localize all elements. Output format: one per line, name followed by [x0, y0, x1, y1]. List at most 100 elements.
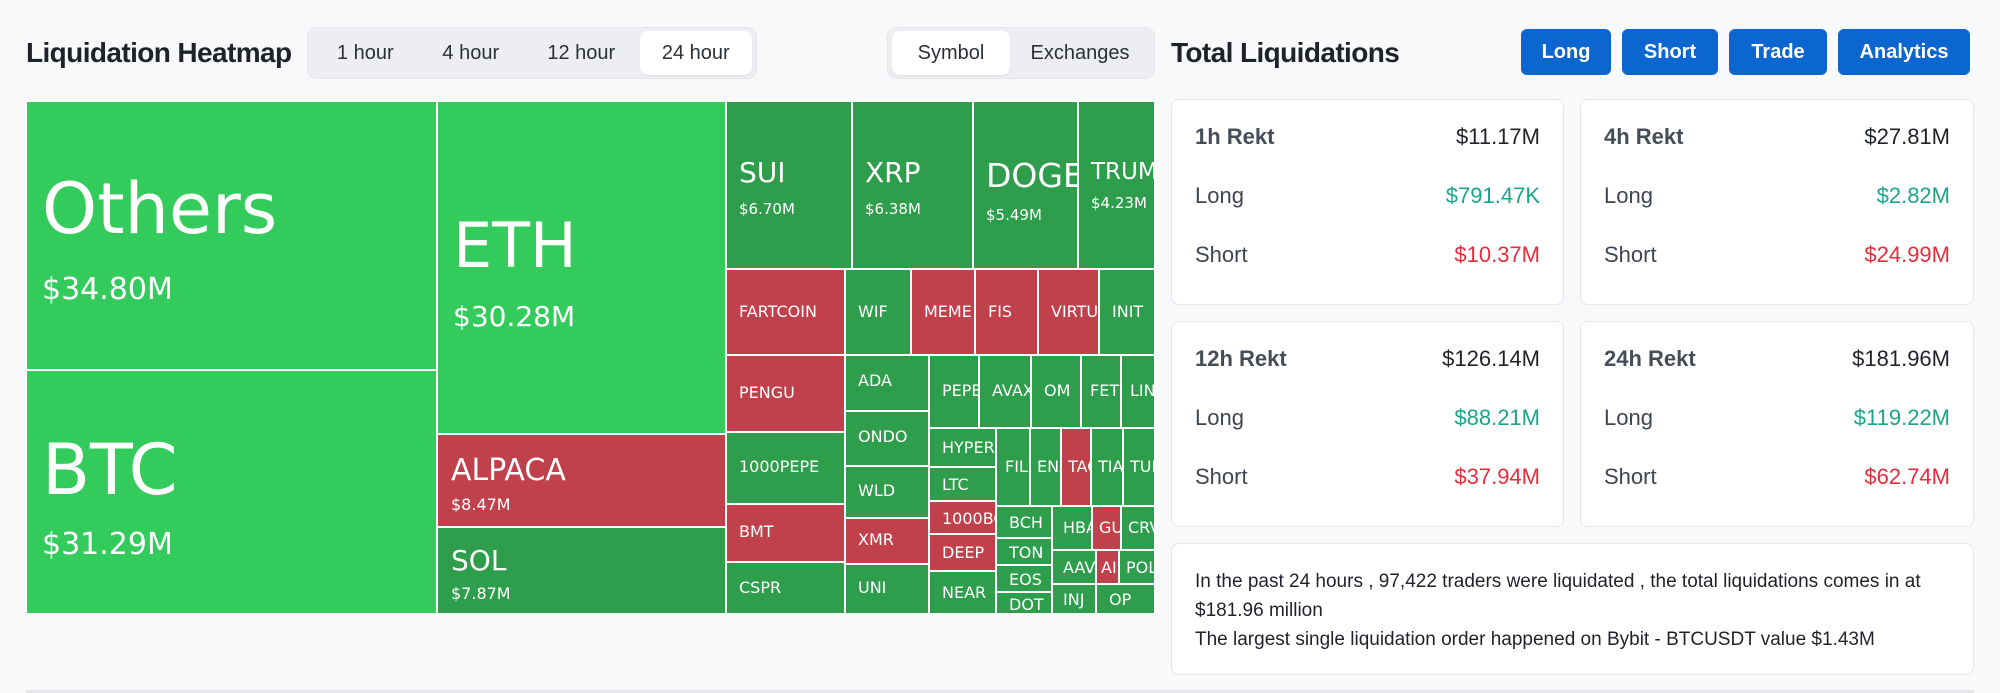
treemap-tile-ai16z[interactable]: AI16Z [1096, 550, 1119, 584]
short-label: Short [1604, 464, 1657, 489]
treemap-tile-crv[interactable]: CRV [1121, 506, 1155, 550]
treemap-tile-pol[interactable]: POL [1119, 550, 1155, 584]
card-total: $27.81M [1864, 124, 1950, 149]
tab-1-hour[interactable]: 1 hour [336, 41, 394, 64]
treemap-tile-sui[interactable]: SUI $6.70M [726, 101, 852, 269]
treemap-tile-wif[interactable]: WIF [845, 269, 911, 355]
tile-symbol: WIF [858, 302, 888, 321]
treemap-tile-tao[interactable]: TAO [1061, 428, 1091, 506]
treemap-tile-pengu[interactable]: PENGU [726, 355, 845, 432]
treemap-tile-xmr[interactable]: XMR [845, 518, 929, 564]
short-button[interactable]: Short [1622, 29, 1718, 75]
tile-symbol: FET [1090, 381, 1120, 400]
tile-symbol: TAO [1068, 457, 1090, 476]
treemap-tile-btc[interactable]: BTC $31.29M [26, 370, 437, 614]
treemap-tile-eth[interactable]: ETH $30.28M [437, 101, 726, 434]
treemap-tile-tia[interactable]: TIA [1091, 428, 1123, 506]
treemap-tile-trump[interactable]: TRUMP $4.23M [1078, 101, 1155, 269]
tile-symbol: DEEP [942, 543, 985, 562]
long-label: Long [1604, 183, 1653, 208]
tab-4-hour[interactable]: 4 hour [442, 41, 500, 64]
treemap-tile-op[interactable]: OP [1096, 584, 1155, 614]
treemap-tile-sol[interactable]: SOL $7.87M [437, 527, 726, 614]
tile-symbol: TURBO [1130, 457, 1154, 476]
treemap-tile-fis[interactable]: FIS [975, 269, 1038, 355]
treemap-tile-1000pepe[interactable]: 1000PEPE [726, 432, 845, 504]
treemap-tile-dot[interactable]: DOT [996, 592, 1052, 614]
treemap-tile-ada[interactable]: ADA [845, 355, 929, 411]
short-value: $24.99M [1864, 242, 1950, 267]
treemap-tile-meme[interactable]: MEME [911, 269, 975, 355]
tile-symbol: OP [1109, 590, 1132, 609]
tab-24-hour[interactable]: 24 hour [639, 31, 752, 75]
tile-symbol: XRP [865, 156, 921, 189]
treemap-tile-aave[interactable]: AAVE [1052, 550, 1096, 584]
long-value: $2.82M [1876, 183, 1950, 208]
tile-symbol: EOS [1009, 570, 1042, 589]
treemap-tile-wld[interactable]: WLD [845, 466, 929, 518]
treemap-tile-bch[interactable]: BCH [996, 506, 1052, 538]
treemap-tile-1000bonk[interactable]: 1000BONK [929, 501, 996, 534]
treemap-tile-uni[interactable]: UNI [845, 564, 929, 614]
treemap-tile-avax[interactable]: AVAX [979, 355, 1031, 428]
summary-text: In the past 24 hours , 97,422 traders we… [1195, 571, 1921, 621]
treemap-tile-fet[interactable]: FET [1081, 355, 1121, 428]
treemap-tile-fartcoin[interactable]: FARTCOIN [726, 269, 845, 355]
tile-symbol: LTC [942, 475, 969, 494]
group-by-selector: Symbol Exchanges [887, 27, 1155, 79]
treemap-tile-xrp[interactable]: XRP $6.38M [852, 101, 973, 269]
tile-value: $6.70M [739, 200, 795, 218]
long-label: Long [1604, 405, 1653, 430]
treemap-tile-ltc[interactable]: LTC [929, 467, 996, 501]
treemap-tile-doge[interactable]: DOGE $5.49M [973, 101, 1078, 269]
tab-symbol[interactable]: Symbol [892, 31, 1010, 75]
treemap-tile-ondo[interactable]: ONDO [845, 411, 929, 466]
card-total: $181.96M [1852, 346, 1950, 371]
treemap-tile-hbar[interactable]: HBAR [1052, 506, 1092, 550]
tab-12-hour[interactable]: 12 hour [547, 41, 616, 64]
treemap-tile-near[interactable]: NEAR [929, 571, 996, 614]
treemap-tile-others[interactable]: Others $34.80M [26, 101, 437, 370]
tile-symbol: AI16Z [1101, 558, 1118, 577]
treemap-tile-ton[interactable]: TON [996, 538, 1052, 565]
tile-symbol: FIL [1005, 457, 1028, 476]
treemap-tile-fil[interactable]: FIL [996, 428, 1030, 506]
treemap-tile-link[interactable]: LINK [1121, 355, 1155, 428]
treemap-tile-gun[interactable]: GUN [1092, 506, 1121, 550]
tile-value: $8.47M [451, 495, 511, 514]
tile-symbol: FARTCOIN [739, 302, 817, 321]
time-range-selector: 1 hour 4 hour 12 hour 24 hour [307, 27, 757, 79]
long-value: $119.22M [1853, 405, 1950, 430]
analytics-button[interactable]: Analytics [1838, 29, 1970, 75]
treemap-tile-eos[interactable]: EOS [996, 565, 1052, 592]
treemap-tile-alpaca[interactable]: ALPACA $8.47M [437, 434, 726, 527]
tile-symbol: BCH [1009, 513, 1043, 532]
treemap-tile-virtual[interactable]: VIRTUAL [1038, 269, 1099, 355]
rekt-card-1h: 1h Rekt $11.17M Long $791.47K Short $10.37M [1171, 99, 1564, 305]
card-label: 24h Rekt [1604, 346, 1696, 371]
tile-symbol: CRV [1128, 518, 1154, 537]
tile-symbol: AAVE [1063, 558, 1096, 577]
tile-symbol: TIA [1098, 457, 1123, 476]
treemap-tile-bmt[interactable]: BMT [726, 504, 845, 562]
treemap-tile-init[interactable]: INIT [1099, 269, 1155, 355]
treemap-tile-turbo[interactable]: TURBO [1123, 428, 1155, 506]
treemap-tile-deep[interactable]: DEEP [929, 534, 996, 571]
long-button[interactable]: Long [1521, 29, 1611, 75]
treemap-tile-pepe[interactable]: PEPE [929, 355, 979, 428]
tile-symbol: CSPR [739, 578, 782, 597]
short-label: Short [1195, 464, 1248, 489]
trade-button[interactable]: Trade [1729, 29, 1827, 75]
treemap-tile-om[interactable]: OM [1031, 355, 1081, 428]
tile-symbol: DOT [1009, 595, 1044, 614]
tile-symbol: SUI [739, 156, 786, 189]
tab-exchanges[interactable]: Exchanges [1030, 41, 1130, 64]
tile-value: $30.28M [453, 300, 576, 333]
tile-symbol: ENA [1037, 457, 1060, 476]
treemap-tile-inj[interactable]: INJ [1052, 584, 1096, 614]
treemap-tile-cspr[interactable]: CSPR [726, 562, 845, 614]
treemap-tile-ena[interactable]: ENA [1030, 428, 1061, 506]
treemap-tile-hyper[interactable]: HYPER [929, 428, 996, 467]
tile-symbol: BMT [739, 522, 774, 541]
largest-order-text: The largest single liquidation order hap… [1195, 629, 1875, 650]
